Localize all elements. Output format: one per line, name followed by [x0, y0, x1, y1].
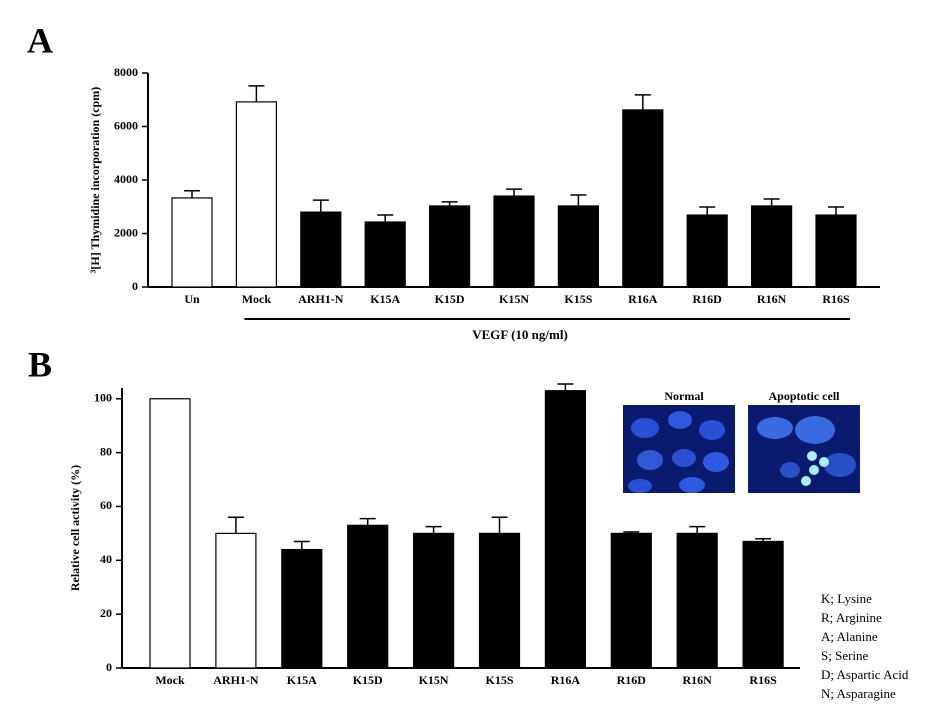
error-bar: [623, 531, 640, 534]
x-tick-label: R16N: [683, 673, 713, 687]
x-tick-label: ARH1-N: [213, 673, 259, 687]
group-label: VEGF (10 ng/ml): [472, 327, 568, 342]
error-bar: [828, 206, 844, 216]
y-tick-label: 4000: [114, 172, 138, 186]
bar: [364, 221, 406, 288]
inset-apoptotic-image: [748, 405, 860, 493]
bar: [413, 532, 455, 669]
bar: [171, 197, 213, 288]
x-tick-label: K15S: [564, 292, 592, 306]
bar: [478, 532, 521, 669]
abbreviation-note: K; Lysine: [821, 591, 872, 606]
y-tick-label: 6000: [114, 118, 138, 132]
bar: [347, 524, 389, 669]
error-bar: [184, 189, 200, 198]
error-bar: [689, 525, 706, 534]
abbreviation-note: D; Aspartic Acid: [821, 667, 909, 682]
abbreviation-note: N; Asparagine: [821, 686, 896, 701]
x-tick-label: K15A: [370, 292, 400, 306]
x-tick-label: R16A: [628, 292, 658, 306]
x-tick-label: R16D: [693, 292, 723, 306]
inset-normal-image: [623, 405, 735, 493]
error-bar: [570, 194, 587, 206]
error-bar: [312, 199, 329, 213]
y-axis-label: ³[H] Thymidine incorporation (cpm): [88, 87, 102, 273]
y-tick-label: 20: [100, 606, 112, 620]
x-tick-label: R16A: [551, 673, 581, 687]
x-tick-label: Mock: [155, 673, 185, 687]
x-tick-label: K15N: [499, 292, 529, 306]
x-tick-label: K15S: [485, 673, 513, 687]
y-tick-label: 100: [94, 391, 112, 405]
abbreviation-note: S; Serine: [821, 648, 869, 663]
bar: [742, 540, 784, 669]
error-bar: [699, 206, 716, 216]
x-tick-label: R16S: [822, 292, 850, 306]
inset-label: Apoptotic cell: [769, 389, 841, 403]
x-tick-label: ARH1-N: [298, 292, 344, 306]
y-axis-label: Relative cell activity (%): [68, 465, 82, 591]
panel-label: B: [28, 344, 52, 384]
y-tick-label: 40: [100, 552, 112, 566]
error-bar: [634, 94, 651, 110]
error-bar: [425, 525, 442, 534]
y-tick-label: 2000: [114, 225, 138, 239]
error-bar: [377, 214, 394, 222]
x-tick-label: K15A: [287, 673, 317, 687]
bar: [493, 195, 535, 288]
y-tick-label: 60: [100, 498, 112, 512]
bar: [557, 205, 600, 288]
error-bar: [248, 85, 265, 102]
bar: [149, 398, 191, 669]
bar: [429, 205, 471, 288]
error-bar: [755, 538, 772, 542]
bar: [686, 214, 728, 288]
error-bar: [359, 517, 376, 526]
bar: [281, 548, 323, 669]
error-bar: [491, 516, 508, 534]
bar: [215, 532, 257, 669]
error-bar: [506, 188, 522, 197]
x-tick-label: R16D: [617, 673, 647, 687]
y-tick-label: 8000: [114, 65, 138, 79]
bar: [750, 205, 793, 288]
abbreviation-note: A; Alanine: [821, 629, 878, 644]
y-tick-label: 0: [132, 279, 138, 293]
bar: [235, 101, 277, 288]
panel-label: A: [27, 20, 53, 60]
y-tick-label: 80: [100, 444, 112, 458]
bar: [300, 211, 342, 288]
x-tick-label: Un: [184, 292, 200, 306]
bar: [815, 214, 857, 288]
error-bar: [763, 198, 780, 206]
error-bar: [557, 383, 574, 391]
bar: [676, 532, 718, 669]
x-tick-label: K15D: [435, 292, 465, 306]
x-tick-label: R16S: [749, 673, 777, 687]
x-tick-label: R16N: [757, 292, 787, 306]
x-tick-label: K15D: [353, 673, 383, 687]
bar: [610, 532, 652, 669]
x-tick-label: K15N: [419, 673, 449, 687]
error-bar: [293, 540, 310, 550]
x-tick-label: Mock: [242, 292, 272, 306]
abbreviation-note: R; Arginine: [821, 610, 882, 625]
bar: [544, 390, 587, 669]
error-bar: [227, 516, 244, 534]
error-bar: [441, 201, 458, 206]
bar: [622, 109, 664, 288]
y-tick-label: 0: [106, 660, 112, 674]
inset-label: Normal: [664, 389, 704, 403]
